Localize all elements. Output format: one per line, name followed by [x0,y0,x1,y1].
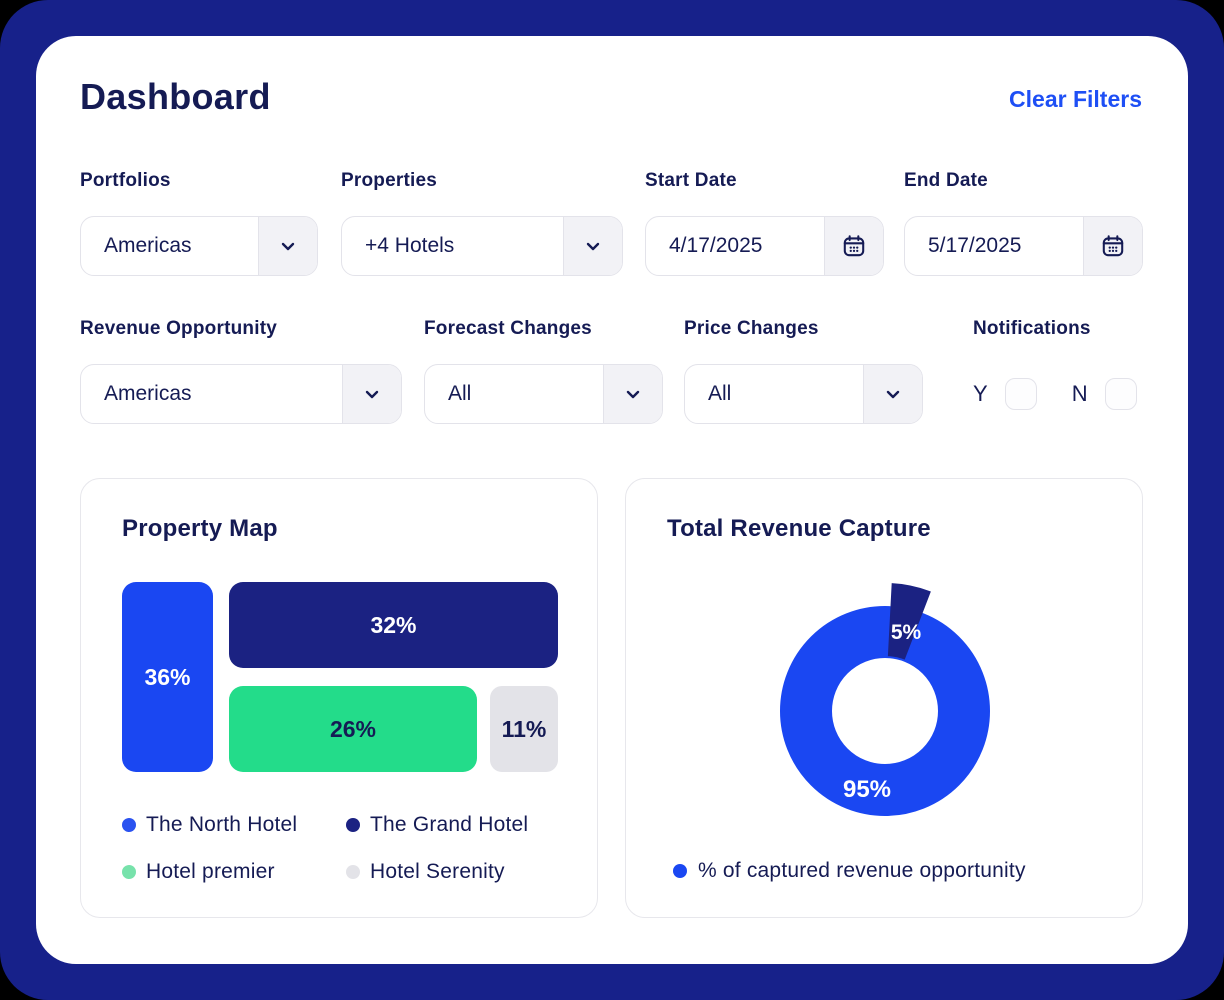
legend-dot-icon [122,865,136,879]
legend-item-hotel-premier: Hotel premier [122,860,346,884]
donut-slice-captured[interactable] [780,606,990,816]
price-changes-value: All [708,382,732,405]
end-date-label: End Date [904,170,988,191]
page-title: Dashboard [80,76,271,117]
notifications-yes-label: Y [973,381,988,406]
property-map-legend: The North Hotel The Grand Hotel Hotel pr… [122,813,528,884]
chevron-down-icon[interactable] [258,217,317,275]
revenue-opportunity-value: Americas [104,382,192,405]
filter-revenue-opportunity: Revenue Opportunity Americas [80,318,402,424]
donut-label-large: 95% [843,776,891,803]
forecast-changes-value: All [448,382,472,405]
legend-dot-icon [673,864,687,878]
legend-item-hotel-serenity: Hotel Serenity [346,860,528,884]
legend-label: Hotel premier [146,860,275,883]
total-revenue-capture-title: Total Revenue Capture [667,515,931,542]
legend-dot-icon [346,818,360,832]
revenue-opportunity-label: Revenue Opportunity [80,318,277,339]
legend-item-grand-hotel: The Grand Hotel [346,813,528,837]
dashboard-card: Dashboard Clear Filters Portfolios Ameri… [36,36,1188,964]
end-date-value: 5/17/2025 [928,234,1022,257]
property-map-title: Property Map [122,515,278,542]
notifications-no-label: N [1071,381,1088,406]
price-changes-select[interactable]: All [684,364,923,424]
notifications-label: Notifications [973,318,1091,339]
filter-notifications: Notifications Y N [973,318,1143,424]
price-changes-label: Price Changes [684,318,819,339]
legend-label: Hotel Serenity [370,860,505,883]
filter-start-date: Start Date 4/17/2025 [645,170,884,276]
filter-end-date: End Date 5/17/2025 [904,170,1143,276]
chevron-down-icon[interactable] [563,217,622,275]
treemap-value-north: 36% [144,663,191,690]
filter-portfolios: Portfolios Americas [80,170,318,276]
chevron-down-icon[interactable] [342,365,401,423]
treemap-value-grand: 32% [370,611,417,638]
properties-select[interactable]: +4 Hotels [341,216,623,276]
legend-dot-icon [122,818,136,832]
treemap-value-premier: 26% [329,715,377,742]
portfolios-value: Americas [104,234,192,257]
notifications-yes-checkbox[interactable] [1004,378,1037,410]
treemap-block-north-hotel[interactable]: 36% [122,582,213,772]
revenue-legend: % of captured revenue opportunity [673,859,1026,883]
start-date-input[interactable]: 4/17/2025 [645,216,884,276]
donut-label-small: 5% [891,621,922,644]
properties-value: +4 Hotels [365,234,455,257]
filter-properties: Properties +4 Hotels [341,170,623,276]
portfolios-select[interactable]: Americas [80,216,318,276]
forecast-changes-label: Forecast Changes [424,318,592,339]
revenue-donut-chart: 5% 95% [780,583,990,816]
treemap-block-hotel-serenity[interactable]: 11% [490,686,558,772]
legend-item-north-hotel: The North Hotel [122,813,346,837]
total-revenue-capture-panel: Total Revenue Capture 5% 95% % of captur… [625,478,1143,918]
properties-label: Properties [341,170,437,191]
revenue-opportunity-select[interactable]: Americas [80,364,402,424]
filter-forecast-changes: Forecast Changes All [424,318,663,424]
legend-dot-icon [346,865,360,879]
calendar-icon[interactable] [824,217,883,275]
revenue-legend-label: % of captured revenue opportunity [698,859,1026,882]
chevron-down-icon[interactable] [603,365,662,423]
notifications-no-checkbox[interactable] [1104,378,1137,410]
notifications-options: Y N [973,364,1143,424]
treemap-value-serenity: 11% [501,715,547,742]
portfolios-label: Portfolios [80,170,171,191]
forecast-changes-select[interactable]: All [424,364,663,424]
property-treemap: 36% 32% 26% 11% [122,582,558,772]
end-date-input[interactable]: 5/17/2025 [904,216,1143,276]
treemap-block-grand-hotel[interactable]: 32% [229,582,558,668]
clear-filters-link[interactable]: Clear Filters [1009,86,1142,112]
treemap-block-hotel-premier[interactable]: 26% [229,686,477,772]
filter-price-changes: Price Changes All [684,318,923,424]
chevron-down-icon[interactable] [863,365,922,423]
legend-label: The North Hotel [146,813,298,836]
donut-slice-uncaptured[interactable] [887,583,931,660]
property-map-panel: Property Map 36% 32% 26% 11% The No [80,478,598,918]
legend-label: The Grand Hotel [370,813,529,836]
start-date-value: 4/17/2025 [669,234,763,257]
start-date-label: Start Date [645,170,737,191]
calendar-icon[interactable] [1083,217,1142,275]
